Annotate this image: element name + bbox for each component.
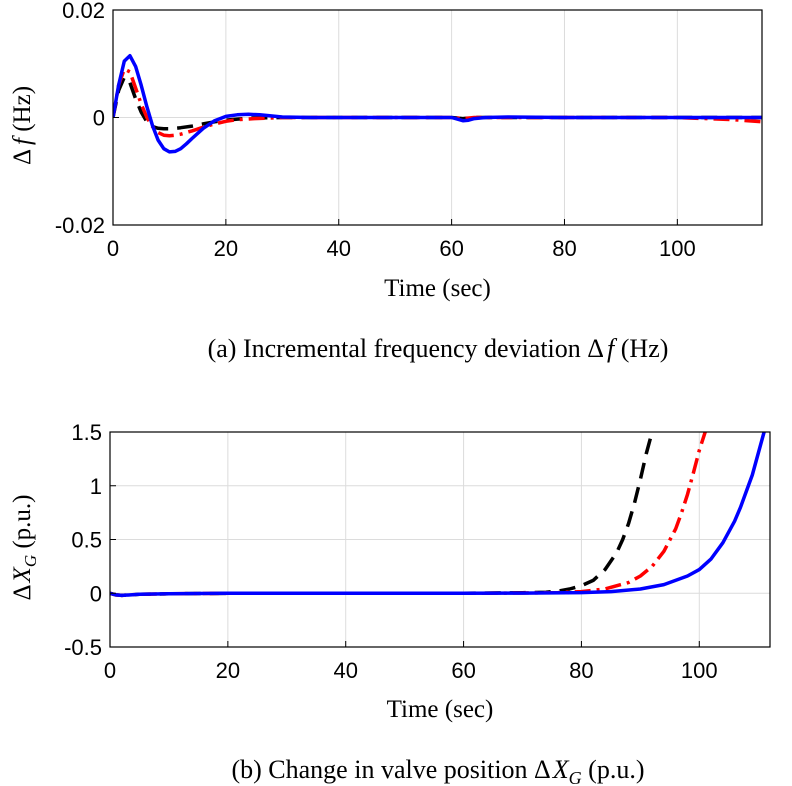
x-tick-label-a-1: 20 — [214, 236, 238, 261]
y-tick-label-a-0: -0.02 — [55, 213, 105, 238]
x-tick-label-a-3: 60 — [439, 236, 463, 261]
x-tick-label-a-5: 100 — [659, 236, 696, 261]
x-tick-label-a-0: 0 — [107, 236, 119, 261]
y-tick-label-b-0: -0.5 — [64, 635, 102, 660]
x-axis-label-a: Time (sec) — [384, 275, 491, 302]
caption-b-var: X — [552, 755, 570, 784]
series-group-a — [113, 53, 762, 154]
caption-b-sym: Δ — [534, 755, 551, 784]
caption-a-sym: Δ — [587, 334, 604, 363]
ticks-b: 0 20 40 60 80 100-0.500.511.5 — [64, 420, 718, 683]
y-label-a-unit: (Hz) — [9, 86, 36, 138]
y-axis-label-b: ΔXG (p.u.) — [9, 494, 40, 600]
series-group-b — [110, 432, 766, 598]
y-label-a-var: f — [9, 135, 36, 145]
y-label-b-sym: Δ — [9, 584, 36, 600]
caption-b-sub: G — [569, 768, 582, 786]
y-label-b-sub: G — [21, 555, 40, 567]
x-tick-label-b-5: 100 — [681, 658, 718, 683]
y-tick-label-b-2: 0.5 — [71, 528, 102, 553]
x-axis-label-b: Time (sec) — [387, 696, 494, 723]
caption-a-var: f — [607, 334, 618, 363]
grid-b — [110, 432, 770, 647]
y-label-b-var: X — [9, 565, 36, 583]
series-line-a-0 — [113, 75, 762, 131]
x-tick-label-b-1: 20 — [216, 658, 240, 683]
x-tick-label-b-3: 60 — [451, 658, 475, 683]
series-line-b-1 — [110, 432, 707, 598]
caption-b-prefix: (b) Change in valve position — [231, 755, 534, 784]
caption-b: (b) Change in valve position ΔXG (p.u.) — [231, 755, 644, 786]
x-tick-label-b-4: 80 — [569, 658, 593, 683]
y-tick-label-b-3: 1 — [90, 474, 102, 499]
y-tick-label-a-1: 0 — [93, 106, 105, 131]
y-tick-label-b-1: 0 — [90, 581, 102, 606]
caption-a-suffix: (Hz) — [614, 334, 668, 363]
x-tick-label-a-4: 80 — [552, 236, 576, 261]
x-tick-label-a-2: 40 — [326, 236, 350, 261]
y-tick-label-a-2: 0.02 — [62, 0, 105, 23]
caption-a-prefix: (a) Incremental frequency deviation — [208, 334, 588, 363]
y-label-a-sym: Δ — [9, 149, 36, 165]
x-tick-label-b-2: 40 — [333, 658, 357, 683]
series-line-b-0 — [110, 432, 654, 598]
series-line-a-1 — [113, 67, 762, 138]
y-label-b-unit: (p.u.) — [9, 494, 36, 554]
x-tick-label-b-0: 0 — [104, 658, 116, 683]
caption-b-suffix: (p.u.) — [582, 755, 645, 784]
chart-valve-position: 0 20 40 60 80 100-0.500.511.5 Time (sec) ΔXG … — [9, 420, 771, 786]
series-line-a-2 — [113, 53, 762, 154]
series-line-b-2 — [110, 432, 766, 598]
y-tick-label-b-4: 1.5 — [71, 420, 102, 445]
y-axis-label-a: Δf (Hz) — [9, 86, 36, 165]
